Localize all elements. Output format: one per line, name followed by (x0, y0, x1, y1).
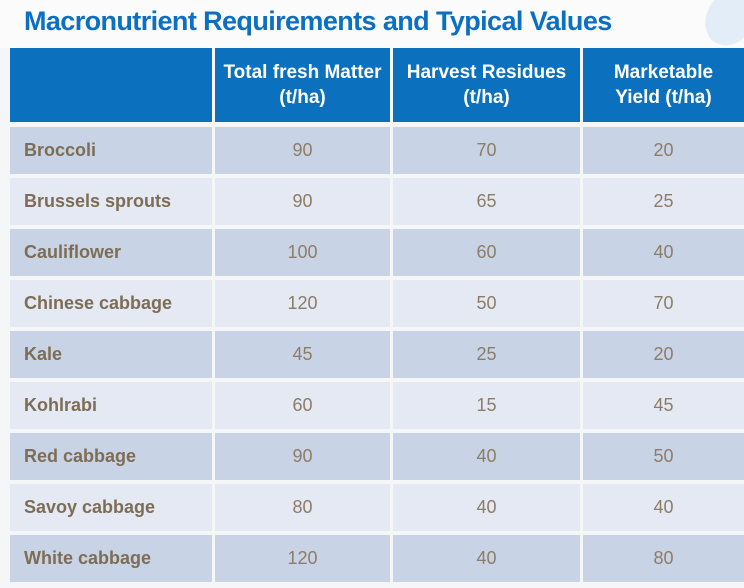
cell-total-fresh-matter: 60 (215, 382, 390, 429)
table-header-row: Total fresh Matter (t/ha) Harvest Residu… (10, 48, 744, 122)
table-row-broccoli: Broccoli 90 70 20 (10, 127, 744, 174)
cell-marketable-yield: 45 (583, 382, 744, 429)
header-cell-crop (10, 48, 212, 122)
cell-harvest-residues: 65 (393, 178, 580, 225)
cell-total-fresh-matter: 90 (215, 127, 390, 174)
table-row-chinese-cabbage: Chinese cabbage 120 50 70 (10, 280, 744, 327)
cell-marketable-yield: 50 (583, 433, 744, 480)
row-label: Cauliflower (10, 229, 212, 276)
cell-harvest-residues: 50 (393, 280, 580, 327)
header-cell-harvest-residues: Harvest Residues (t/ha) (393, 48, 580, 122)
header-cell-marketable-yield: Marketable Yield (t/ha) (583, 48, 744, 122)
row-label: Red cabbage (10, 433, 212, 480)
cell-harvest-residues: 40 (393, 484, 580, 531)
cell-marketable-yield: 40 (583, 229, 744, 276)
table-row-red-cabbage: Red cabbage 90 40 50 (10, 433, 744, 480)
cell-total-fresh-matter: 45 (215, 331, 390, 378)
page-title: Macronutrient Requirements and Typical V… (24, 6, 612, 36)
table-row-brussels-sprouts: Brussels sprouts 90 65 25 (10, 178, 744, 225)
cell-marketable-yield: 40 (583, 484, 744, 531)
cell-harvest-residues: 15 (393, 382, 580, 429)
cell-harvest-residues: 60 (393, 229, 580, 276)
table-row-kohlrabi: Kohlrabi 60 15 45 (10, 382, 744, 429)
cell-total-fresh-matter: 100 (215, 229, 390, 276)
cell-total-fresh-matter: 90 (215, 178, 390, 225)
cell-harvest-residues: 25 (393, 331, 580, 378)
cell-harvest-residues: 40 (393, 535, 580, 582)
cell-marketable-yield: 20 (583, 331, 744, 378)
cell-marketable-yield: 80 (583, 535, 744, 582)
header-cell-total-fresh-matter: Total fresh Matter (t/ha) (215, 48, 390, 122)
macronutrient-table: Total fresh Matter (t/ha) Harvest Residu… (10, 48, 744, 586)
table-row-savoy-cabbage: Savoy cabbage 80 40 40 (10, 484, 744, 531)
cell-total-fresh-matter: 80 (215, 484, 390, 531)
cell-harvest-residues: 40 (393, 433, 580, 480)
cell-marketable-yield: 20 (583, 127, 744, 174)
row-label: Chinese cabbage (10, 280, 212, 327)
title-bar (0, 0, 744, 48)
row-label: Brussels sprouts (10, 178, 212, 225)
cell-total-fresh-matter: 90 (215, 433, 390, 480)
table-row-kale: Kale 45 25 20 (10, 331, 744, 378)
table-row-white-cabbage: White cabbage 120 40 80 (10, 535, 744, 582)
row-label: Savoy cabbage (10, 484, 212, 531)
row-label: White cabbage (10, 535, 212, 582)
cell-marketable-yield: 70 (583, 280, 744, 327)
row-label: Kohlrabi (10, 382, 212, 429)
cell-total-fresh-matter: 120 (215, 535, 390, 582)
row-label: Broccoli (10, 127, 212, 174)
row-label: Kale (10, 331, 212, 378)
cell-total-fresh-matter: 120 (215, 280, 390, 327)
cell-marketable-yield: 25 (583, 178, 744, 225)
cell-harvest-residues: 70 (393, 127, 580, 174)
table-row-cauliflower: Cauliflower 100 60 40 (10, 229, 744, 276)
